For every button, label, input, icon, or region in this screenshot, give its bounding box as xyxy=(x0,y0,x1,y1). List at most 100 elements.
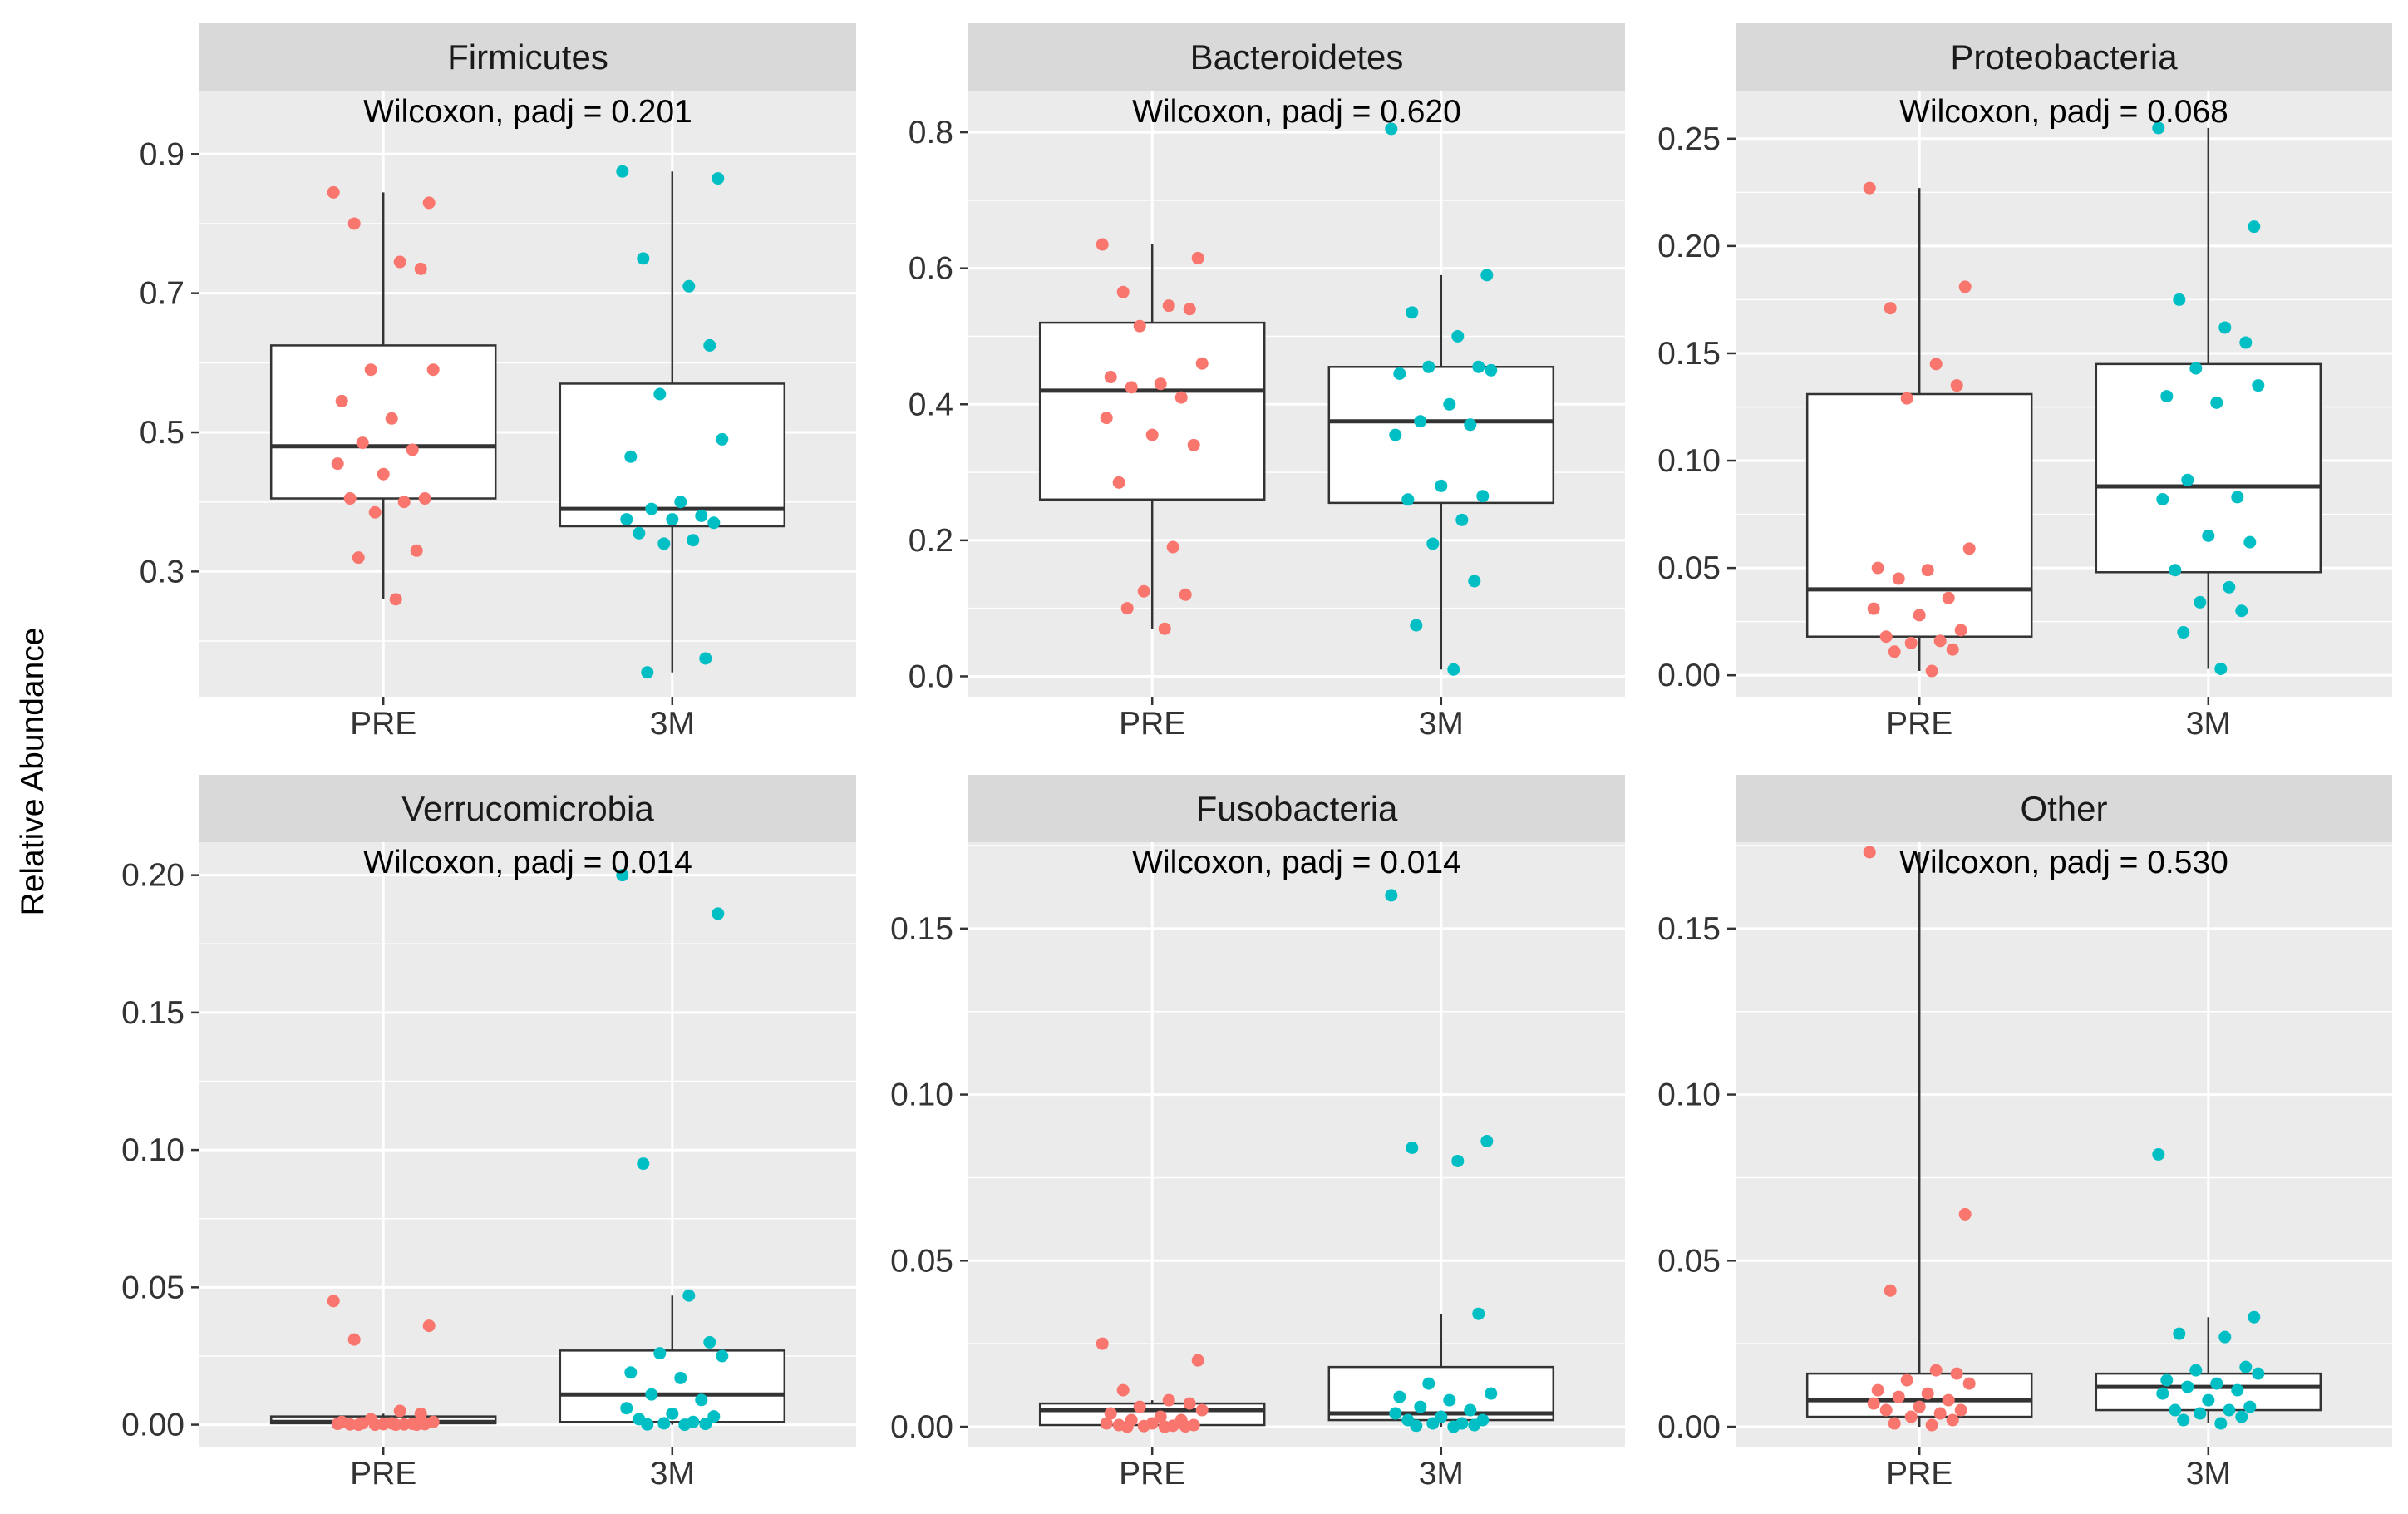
data-point-pre xyxy=(343,492,357,505)
data-point-3m xyxy=(2252,379,2265,392)
y-axis-title: Relative Abundance xyxy=(15,628,51,916)
facet-title: Firmicutes xyxy=(447,37,608,76)
data-point-3m xyxy=(1443,397,1456,411)
data-point-3m xyxy=(707,1410,721,1423)
data-point-pre xyxy=(377,467,390,481)
data-point-pre xyxy=(1183,303,1196,316)
data-point-3m xyxy=(624,1366,638,1379)
data-point-pre xyxy=(389,1418,402,1432)
data-point-3m xyxy=(2152,121,2165,135)
data-point-3m xyxy=(653,387,667,401)
data-point-pre xyxy=(1187,438,1200,451)
data-point-3m xyxy=(1485,1387,1498,1400)
y-tick-label: 0.00 xyxy=(1657,658,1721,693)
data-point-pre xyxy=(1954,624,1967,637)
data-point-3m xyxy=(2214,662,2228,675)
data-point-pre xyxy=(406,443,419,456)
data-point-pre xyxy=(1879,1403,1893,1417)
data-point-pre xyxy=(347,1333,361,1346)
facet-panel-fusobacteria: Fusobacteria 0.00 0.05 0.10 0.15 PRE 3M Wilcoxo… xyxy=(890,775,1625,1492)
data-point-pre xyxy=(1913,1400,1926,1413)
data-point-3m xyxy=(2202,529,2215,542)
data-point-3m xyxy=(703,338,716,352)
data-point-3m xyxy=(1447,663,1460,676)
iqr-box xyxy=(559,382,786,528)
data-point-pre xyxy=(1871,561,1884,575)
data-point-pre xyxy=(1195,1403,1209,1417)
data-point-pre xyxy=(1158,1420,1171,1433)
y-tick-label: 0.00 xyxy=(1657,1409,1721,1445)
facet-strip xyxy=(199,23,856,91)
y-tick-label: 0.6 xyxy=(909,251,953,287)
data-point-pre xyxy=(1879,630,1893,644)
data-point-3m xyxy=(1385,122,1398,136)
iqr-box xyxy=(1038,321,1266,501)
data-point-pre xyxy=(1958,280,1972,293)
data-point-pre xyxy=(327,185,340,199)
facet-panel-proteobacteria: Proteobacteria 0.00 0.05 0.10 0.15 0.20 0.25 PR… xyxy=(1657,23,2392,742)
data-point-pre xyxy=(1104,371,1117,384)
data-point-3m xyxy=(1410,619,1423,632)
data-point-3m xyxy=(2177,626,2190,639)
data-point-pre xyxy=(1950,1367,1963,1380)
data-point-pre xyxy=(1112,476,1125,489)
x-tick-label-pre: PRE xyxy=(1119,706,1185,742)
data-point-pre xyxy=(1921,1387,1934,1400)
data-point-3m xyxy=(616,165,629,178)
data-point-3m xyxy=(616,869,629,882)
data-point-pre xyxy=(1179,1420,1192,1433)
data-point-3m xyxy=(2210,1377,2223,1390)
data-point-pre xyxy=(397,496,411,509)
data-point-3m xyxy=(699,1418,712,1431)
data-point-3m xyxy=(1451,1154,1465,1167)
data-point-pre xyxy=(414,262,427,275)
y-tick-label: 0.20 xyxy=(1657,229,1721,264)
y-tick-label: 0.20 xyxy=(121,858,185,894)
plot-background xyxy=(199,842,856,1447)
data-point-pre xyxy=(1900,392,1913,405)
data-point-3m xyxy=(1480,1135,1494,1148)
y-tick-label: 0.25 xyxy=(1657,121,1721,157)
data-point-3m xyxy=(716,1349,729,1363)
data-point-3m xyxy=(624,450,638,463)
data-point-3m xyxy=(2169,1403,2182,1417)
data-point-pre xyxy=(1904,1410,1918,1423)
data-point-3m xyxy=(703,1335,716,1349)
data-point-pre xyxy=(414,1407,427,1420)
data-point-pre xyxy=(422,1319,436,1333)
facet-panels: Firmicutes 0.3 0.5 0.7 0.9 PRE 3M Wilcoxon, pad… xyxy=(121,23,2392,1492)
x-tick-label-pre: PRE xyxy=(1886,706,1952,742)
data-point-3m xyxy=(1464,1403,1477,1417)
data-point-pre xyxy=(410,544,423,557)
data-point-pre xyxy=(1166,540,1179,554)
data-point-3m xyxy=(1422,360,1435,373)
data-point-3m xyxy=(1385,889,1398,902)
data-point-3m xyxy=(695,509,708,522)
x-tick-label-3m: 3M xyxy=(650,706,695,742)
data-point-pre xyxy=(1120,602,1134,615)
data-point-pre xyxy=(1933,634,1947,648)
data-point-pre xyxy=(389,593,402,606)
data-point-pre xyxy=(1954,1403,1967,1417)
iqr-box xyxy=(1327,1365,1555,1422)
y-tick-label: 0.4 xyxy=(909,387,953,422)
data-point-pre xyxy=(1125,381,1138,394)
x-tick-label-pre: PRE xyxy=(1119,1456,1185,1492)
data-point-3m xyxy=(1401,493,1415,506)
data-point-pre xyxy=(352,1418,365,1432)
x-tick-label-pre: PRE xyxy=(1886,1456,1952,1492)
data-point-3m xyxy=(2243,1400,2257,1413)
data-point-3m xyxy=(1410,1419,1423,1433)
data-point-pre xyxy=(1133,1400,1146,1413)
data-point-3m xyxy=(712,172,725,185)
data-point-3m xyxy=(666,1407,679,1420)
data-point-3m xyxy=(678,1418,692,1432)
data-point-3m xyxy=(2214,1417,2228,1430)
data-point-3m xyxy=(1435,1410,1448,1423)
data-point-pre xyxy=(426,363,440,377)
data-point-3m xyxy=(707,516,721,530)
data-point-pre xyxy=(1925,1418,1938,1432)
data-point-3m xyxy=(1455,513,1469,526)
y-tick-label: 0.05 xyxy=(1657,1243,1721,1279)
data-point-pre xyxy=(1154,377,1167,391)
